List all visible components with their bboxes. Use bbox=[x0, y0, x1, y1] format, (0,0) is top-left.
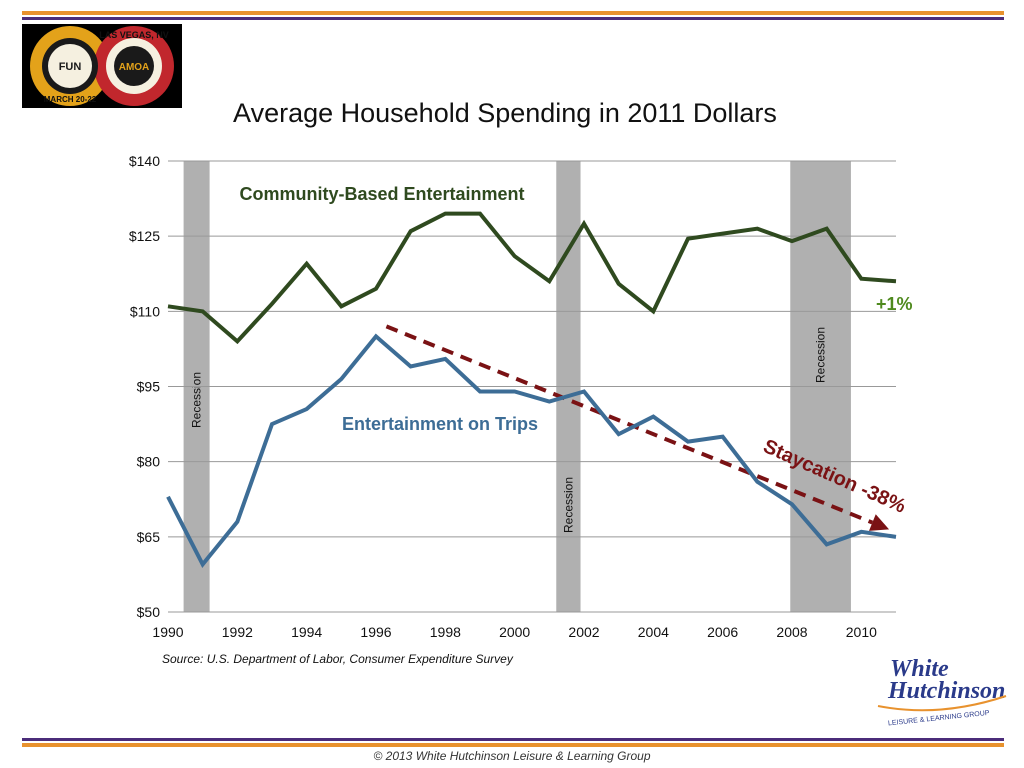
bottom-purple-bar bbox=[22, 738, 1004, 741]
logo-badge-right: AMOA bbox=[119, 62, 150, 73]
x-tick-label: 1998 bbox=[430, 624, 461, 640]
x-tick-label: 2000 bbox=[499, 624, 530, 640]
community-series-name: Community-Based Entertainment bbox=[239, 184, 524, 204]
y-tick-label: $65 bbox=[137, 529, 161, 545]
community-series-line bbox=[167, 211, 897, 345]
bottom-orange-bar bbox=[22, 743, 1004, 747]
x-tick-label: 1990 bbox=[152, 624, 183, 640]
trend-arrow-shaft bbox=[385, 324, 874, 525]
source-note: Source: U.S. Department of Labor, Consum… bbox=[162, 652, 514, 666]
y-tick-label: $125 bbox=[129, 228, 160, 244]
top-orange-bar bbox=[22, 11, 1004, 15]
gridlines bbox=[168, 160, 896, 613]
recession-label: Recession bbox=[814, 327, 828, 383]
brand-tagline: LEISURE & LEARNING GROUP bbox=[888, 710, 990, 728]
y-tick-label: $95 bbox=[137, 379, 161, 395]
x-tick-label: 2006 bbox=[707, 624, 738, 640]
x-tick-label: 2010 bbox=[846, 624, 877, 640]
x-tick-label: 2004 bbox=[638, 624, 669, 640]
y-tick-label: $80 bbox=[137, 454, 161, 470]
trips-series-name: Entertainment on Trips bbox=[342, 414, 538, 434]
x-tick-label: 1994 bbox=[291, 624, 322, 640]
y-tick-label: $50 bbox=[137, 604, 161, 620]
x-tick-label: 1992 bbox=[222, 624, 253, 640]
y-axis-ticks: $50 $65 $80 $95 $110 $125 $140 bbox=[129, 153, 160, 620]
logo-dates: MARCH 20-22 bbox=[44, 95, 97, 104]
top-purple-bar bbox=[22, 17, 1004, 20]
event-logo: FUN AMOA LAS VEGAS, NV MARCH 20-22 bbox=[22, 24, 182, 108]
white-hutchinson-logo: White Hutchinson LEISURE & LEARNING GROU… bbox=[870, 652, 1010, 732]
chart-title: Average Household Spending in 2011 Dolla… bbox=[233, 98, 777, 128]
brand-line2: Hutchinson bbox=[887, 678, 1005, 704]
recession-label: Recession bbox=[190, 372, 204, 428]
trips-series-line bbox=[166, 333, 897, 569]
x-axis-ticks: 1990 1992 1994 1996 1998 2000 2002 2004 2006 2008… bbox=[152, 624, 877, 640]
copyright-footer: © 2013 White Hutchinson Leisure & Learni… bbox=[373, 749, 651, 763]
y-tick-label: $110 bbox=[130, 303, 160, 319]
logo-badge-left: FUN bbox=[59, 61, 82, 73]
x-tick-label: 2008 bbox=[776, 624, 807, 640]
y-tick-label: $140 bbox=[129, 153, 160, 169]
recession-label: Recession bbox=[561, 477, 575, 533]
logo-city: LAS VEGAS, NV bbox=[99, 30, 169, 40]
series-lines bbox=[166, 211, 897, 569]
trend-arrow-head bbox=[869, 514, 890, 531]
brand-line1: White bbox=[890, 656, 949, 682]
community-change-label: +1% bbox=[876, 294, 913, 314]
x-tick-label: 2002 bbox=[568, 624, 599, 640]
series-labels: Community-Based Entertainment Entertainme… bbox=[239, 184, 912, 434]
x-tick-label: 1996 bbox=[360, 624, 391, 640]
